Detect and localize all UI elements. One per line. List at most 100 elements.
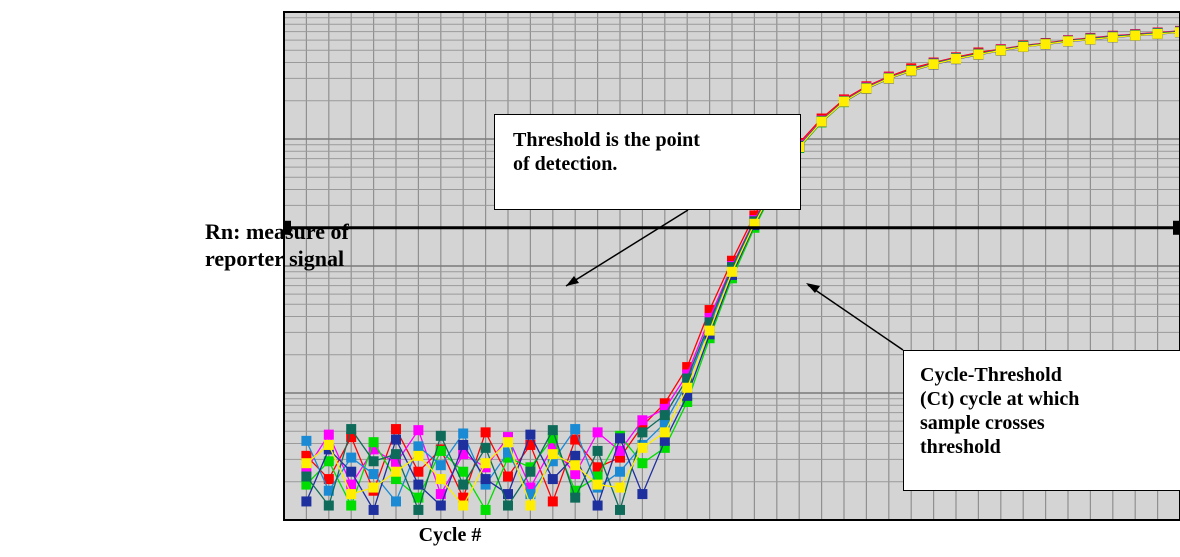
data-point xyxy=(525,466,536,477)
data-point xyxy=(480,427,491,438)
data-point xyxy=(480,458,491,469)
data-point xyxy=(301,471,312,482)
data-point xyxy=(906,65,917,76)
threshold-callout-line-1: Threshold is the point xyxy=(513,129,700,151)
data-point xyxy=(659,435,670,446)
y-axis-label-line-2: reporter signal xyxy=(205,246,345,271)
series-layer xyxy=(301,25,1180,515)
data-point xyxy=(323,429,334,440)
data-point xyxy=(570,492,581,503)
data-point xyxy=(435,474,446,485)
data-point xyxy=(525,500,536,511)
plot-frame xyxy=(283,11,1180,521)
data-point xyxy=(704,305,715,316)
data-point xyxy=(503,447,513,458)
data-point xyxy=(346,500,357,511)
data-point xyxy=(391,474,401,485)
data-point xyxy=(368,469,379,480)
data-point xyxy=(659,418,670,429)
data-point xyxy=(503,437,513,448)
data-point xyxy=(592,500,603,511)
data-point xyxy=(883,73,894,84)
data-point xyxy=(1040,39,1051,50)
data-point xyxy=(547,425,558,436)
data-point xyxy=(682,362,693,373)
data-point xyxy=(346,452,357,463)
data-point xyxy=(323,456,334,467)
data-point xyxy=(615,433,625,444)
data-point xyxy=(547,496,558,507)
data-point xyxy=(547,449,558,460)
data-point xyxy=(615,466,625,477)
data-point xyxy=(592,445,603,456)
data-point xyxy=(435,500,446,511)
data-point xyxy=(391,434,401,445)
data-point xyxy=(570,485,581,496)
data-point xyxy=(413,504,424,515)
data-point xyxy=(1107,32,1118,43)
data-point xyxy=(592,462,603,473)
data-point xyxy=(592,427,603,438)
data-point xyxy=(458,428,469,439)
data-point xyxy=(458,449,469,460)
data-point xyxy=(301,496,312,507)
data-point xyxy=(547,433,558,444)
data-point xyxy=(368,482,379,493)
data-point xyxy=(659,398,670,409)
data-point xyxy=(346,466,357,477)
threshold-callout-line-2: of detection. xyxy=(513,153,618,175)
data-point xyxy=(749,218,760,229)
data-point xyxy=(682,382,693,393)
data-point xyxy=(839,96,849,107)
data-point xyxy=(458,479,469,490)
data-point xyxy=(368,437,379,448)
data-point xyxy=(570,450,581,461)
data-point xyxy=(503,452,513,463)
data-point xyxy=(480,442,491,453)
data-point xyxy=(435,445,446,456)
data-point xyxy=(391,496,401,507)
data-point xyxy=(659,410,670,421)
data-point xyxy=(480,504,491,515)
data-point xyxy=(659,427,670,438)
threshold-arrowhead xyxy=(566,276,579,286)
data-point xyxy=(458,439,469,450)
data-point xyxy=(458,492,469,503)
data-point xyxy=(928,59,939,70)
data-point xyxy=(727,266,737,277)
data-point xyxy=(592,471,603,482)
data-point xyxy=(1175,27,1180,38)
data-point xyxy=(301,479,312,490)
data-point xyxy=(503,471,513,482)
ct-arrowhead xyxy=(806,283,820,293)
data-point xyxy=(413,479,424,490)
data-point xyxy=(301,435,312,446)
data-point xyxy=(637,489,648,500)
data-point xyxy=(861,83,872,94)
data-point xyxy=(301,450,312,461)
data-point xyxy=(368,504,379,515)
data-point xyxy=(547,441,558,452)
data-point xyxy=(727,255,737,266)
data-point xyxy=(346,479,357,490)
data-point xyxy=(413,492,424,503)
data-point xyxy=(413,466,424,477)
data-point xyxy=(368,444,379,455)
data-point xyxy=(458,500,469,511)
data-point xyxy=(413,450,424,461)
ct-callout-arrow xyxy=(807,284,904,351)
y-axis-label: Rn: measure of reporter signal xyxy=(205,218,349,272)
data-point xyxy=(659,442,670,453)
threshold-callout: Threshold is the point of detection. xyxy=(494,114,801,210)
threshold-handle-left[interactable] xyxy=(285,220,291,235)
ct-callout: Cycle-Threshold (Ct) cycle at which samp… xyxy=(903,350,1180,491)
data-point xyxy=(1063,36,1073,47)
data-point xyxy=(570,434,581,445)
threshold-handle-right[interactable] xyxy=(1173,220,1179,235)
data-point xyxy=(391,458,401,469)
data-point xyxy=(525,489,536,500)
data-point xyxy=(570,460,581,471)
data-point xyxy=(503,432,513,443)
data-point xyxy=(480,479,491,490)
